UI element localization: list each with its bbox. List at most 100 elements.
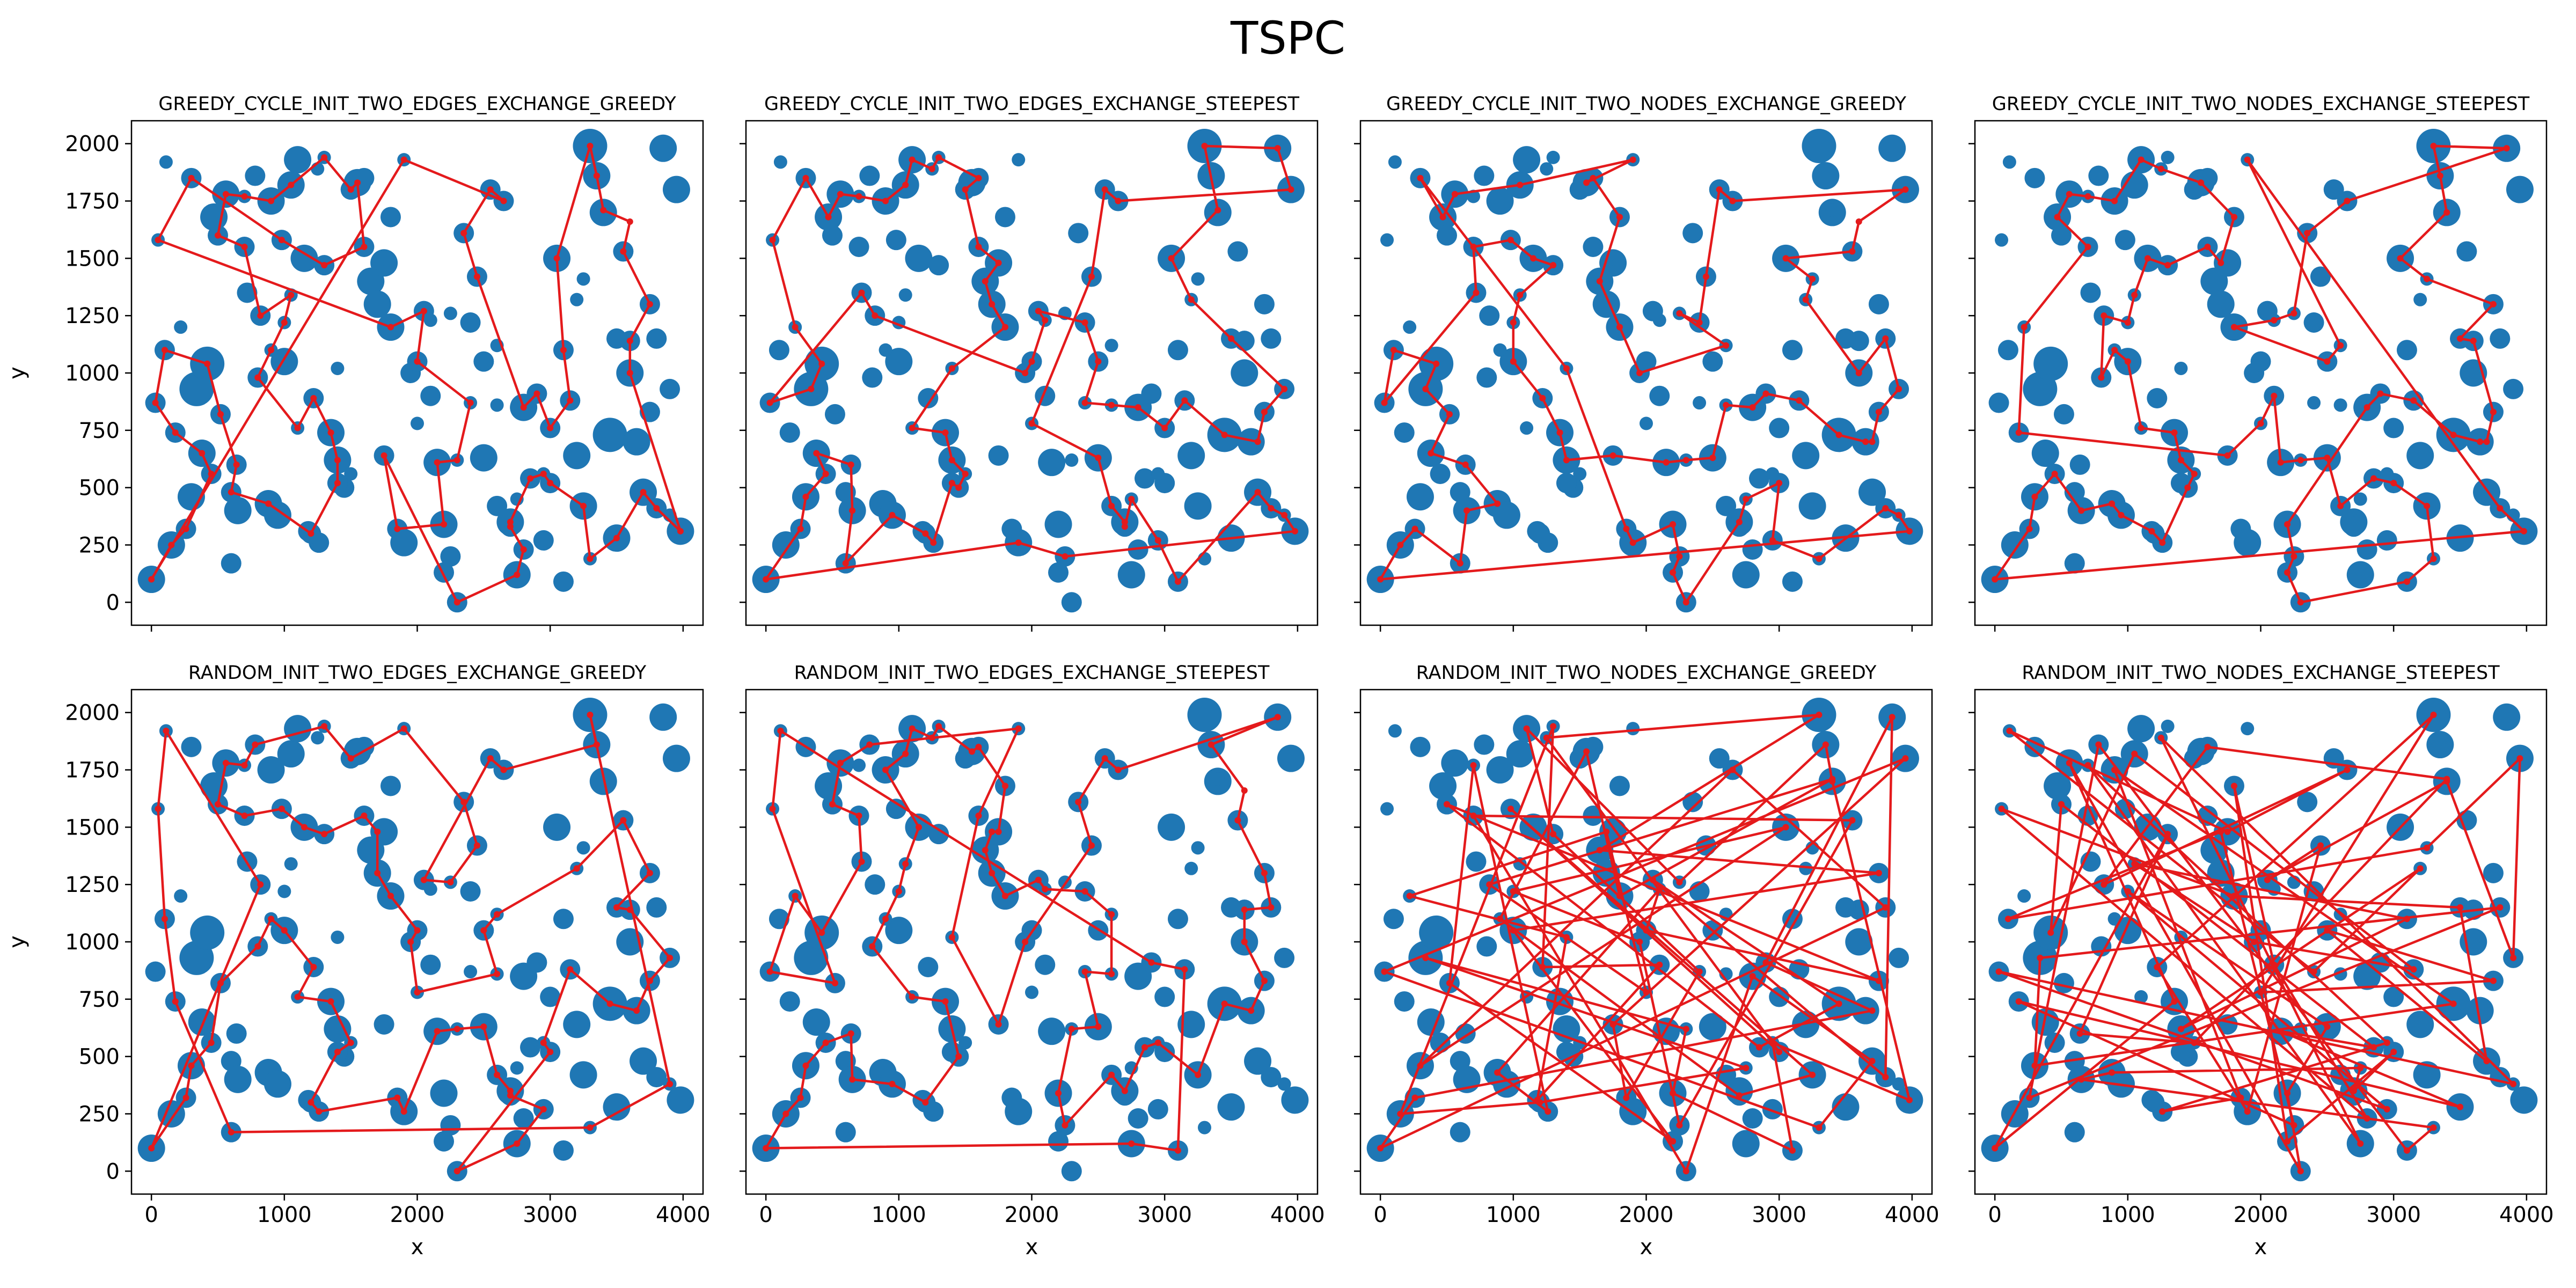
city-point xyxy=(2307,396,2321,410)
tour-node xyxy=(975,244,982,250)
tour-node xyxy=(2417,865,2424,872)
tour-node xyxy=(241,762,248,769)
tour-node xyxy=(1268,505,1275,512)
tour-node xyxy=(2131,860,2138,867)
city-point xyxy=(592,418,627,452)
tour-node xyxy=(2337,502,2344,509)
tour-node xyxy=(1028,420,1035,427)
tour-node xyxy=(2177,1026,2184,1033)
tour-node xyxy=(2290,310,2297,317)
tour-node xyxy=(2109,500,2116,507)
city-point xyxy=(344,467,358,481)
y-tick-label: 750 xyxy=(79,419,120,443)
tour-node xyxy=(321,831,328,838)
tour-node xyxy=(1494,1069,1501,1076)
tour-node xyxy=(527,475,534,482)
tour-node xyxy=(1539,395,1546,401)
tour-node xyxy=(2031,493,2038,500)
tour-node xyxy=(1696,968,1703,975)
tour-node xyxy=(882,766,889,773)
tour-node xyxy=(1583,748,1590,755)
tour-node xyxy=(1422,954,1429,961)
tour-node xyxy=(163,727,170,734)
tour-node xyxy=(2350,1087,2357,1094)
tour-node xyxy=(308,530,314,537)
y-tick-label: 500 xyxy=(79,1045,120,1070)
tour-node xyxy=(2095,741,2102,748)
tour-node xyxy=(1736,1092,1743,1099)
tour-node xyxy=(2164,262,2171,269)
city-point xyxy=(1117,561,1145,589)
tour-node xyxy=(1676,879,1683,885)
tour-node xyxy=(2516,755,2523,762)
tour-node xyxy=(2357,1140,2364,1147)
city-point xyxy=(1832,1093,1860,1121)
tour-node xyxy=(494,911,501,918)
city-point xyxy=(1782,340,1803,361)
tour-node xyxy=(400,1108,407,1115)
tour-node xyxy=(208,1040,215,1046)
city-point xyxy=(569,1061,597,1089)
tour-node xyxy=(1563,934,1570,941)
tour-node xyxy=(813,450,820,457)
city-point xyxy=(1025,985,1038,999)
tour-nodes xyxy=(148,712,674,1175)
city-point xyxy=(224,496,252,524)
tour-node xyxy=(909,156,916,163)
tour-nodes xyxy=(763,143,1298,585)
tour-node xyxy=(1663,459,1670,466)
tour-node xyxy=(975,743,982,750)
city-point xyxy=(1177,1011,1205,1038)
tour-node xyxy=(2148,528,2155,535)
tour-node xyxy=(228,1129,235,1136)
tour-node xyxy=(831,979,838,986)
city-point xyxy=(284,857,298,871)
tour-node xyxy=(1486,881,1493,888)
tour-node xyxy=(1470,813,1477,819)
city-point xyxy=(2396,340,2417,361)
tour-node xyxy=(2403,916,2410,923)
tour-node xyxy=(2204,743,2211,750)
tour-node xyxy=(822,1040,829,1046)
tour-node xyxy=(1221,1000,1228,1007)
tour-node xyxy=(2457,335,2464,342)
city-point xyxy=(958,1036,972,1050)
tour-node xyxy=(1517,181,1524,188)
tour-node xyxy=(441,521,448,528)
city-point xyxy=(2161,719,2175,733)
city-point xyxy=(380,207,401,228)
tour-node xyxy=(2015,429,2022,436)
tour-node xyxy=(152,399,159,406)
tour-node xyxy=(2277,1028,2284,1035)
city-point xyxy=(1380,802,1394,816)
tour-node xyxy=(613,904,620,911)
tour-node xyxy=(955,484,962,491)
city-point xyxy=(245,165,266,186)
tour-node xyxy=(268,347,275,354)
tour-node xyxy=(2109,1069,2116,1076)
tour-node xyxy=(199,450,206,457)
city-point xyxy=(460,881,481,902)
city-point xyxy=(374,1014,394,1035)
tour-node xyxy=(400,725,407,732)
y-tick-label: 1250 xyxy=(65,304,120,328)
tour-node xyxy=(2490,408,2497,415)
figure-title: TSPC xyxy=(1230,12,1345,64)
tour-node xyxy=(842,560,849,567)
tour-node xyxy=(2403,578,2410,585)
city-point xyxy=(181,736,202,757)
tour-node xyxy=(1762,390,1769,397)
tour-node xyxy=(2021,324,2028,331)
city-point xyxy=(1546,150,1560,164)
x-axis-label: x xyxy=(2255,1235,2267,1260)
tour-node xyxy=(1081,968,1088,975)
city-point xyxy=(1573,467,1587,481)
tour-node xyxy=(1274,714,1281,721)
city-point xyxy=(1749,468,1770,489)
city-point xyxy=(2343,516,2364,537)
x-tick-label: 1000 xyxy=(2101,1203,2155,1227)
tour-node xyxy=(507,1087,514,1094)
city-point xyxy=(2406,442,2434,470)
tour-node xyxy=(316,1108,323,1115)
tour-node xyxy=(1802,296,1809,303)
